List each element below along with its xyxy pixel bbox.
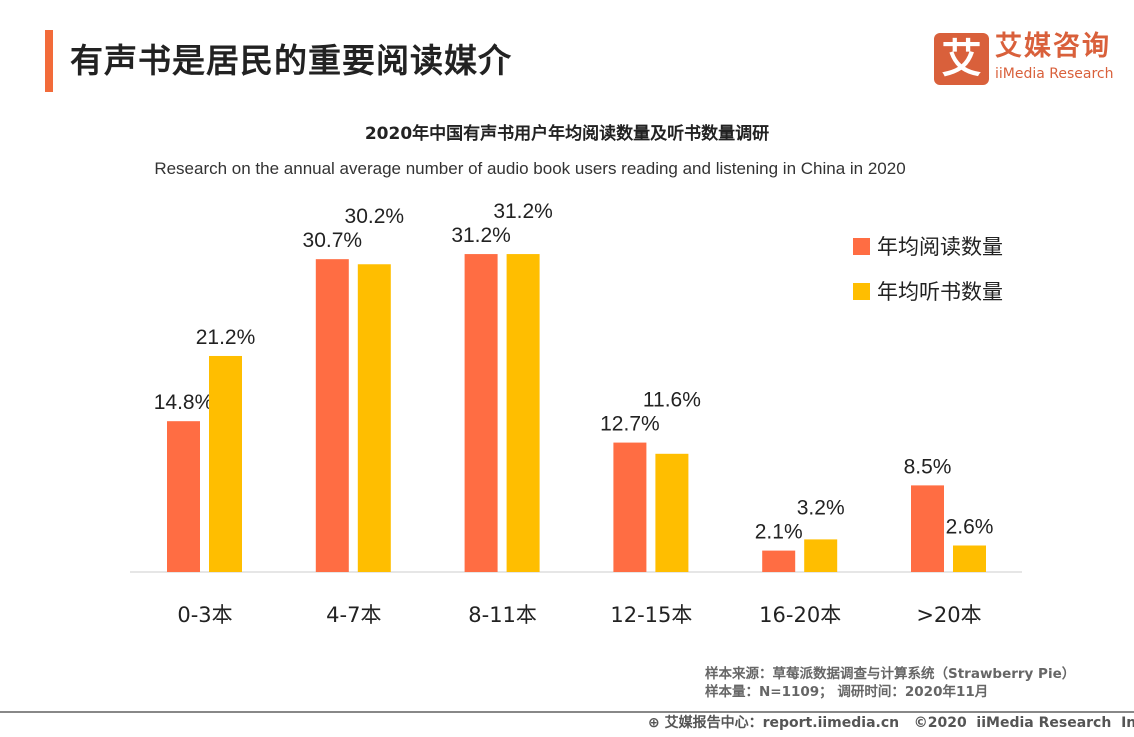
data-label: 2.6% xyxy=(946,516,994,539)
data-label: 2.1% xyxy=(755,521,803,544)
bar-reading xyxy=(762,550,796,572)
data-label: 3.2% xyxy=(797,497,845,520)
legend-label: 年均阅读数量 xyxy=(877,235,1003,259)
logo-text-en: iiMedia Research xyxy=(995,66,1114,82)
logo-text-cn: 艾媒咨询 xyxy=(995,31,1111,62)
footer: ⊕ 艾媒报告中心：report.iimedia.cn ©2020 iiMedia… xyxy=(648,715,1134,732)
data-label: 31.2% xyxy=(451,224,511,247)
bar-reading xyxy=(167,421,200,572)
bar-listening xyxy=(209,355,242,572)
legend-swatch xyxy=(853,238,870,255)
data-label: 11.6% xyxy=(643,389,701,412)
bar-listening xyxy=(655,453,689,572)
data-label: 30.7% xyxy=(303,229,363,252)
x-tick-label: >20本 xyxy=(916,603,981,627)
bar-reading xyxy=(315,259,349,572)
data-label: 21.2% xyxy=(196,326,256,349)
x-tick-label: 4-7本 xyxy=(326,603,381,627)
x-tick-label: 0-3本 xyxy=(177,603,232,627)
bar-listening xyxy=(804,539,838,572)
legend-swatch xyxy=(853,283,870,300)
footer-text: 艾媒报告中心：report.iimedia.cn ©2020 iiMedia R… xyxy=(664,715,1134,731)
bar-listening xyxy=(953,545,986,572)
footer-divider xyxy=(0,711,1134,713)
data-label: 31.2% xyxy=(493,200,553,223)
sample-note: 样本量：N=1109； 调研时间：2020年11月 xyxy=(705,684,989,700)
data-label: 30.2% xyxy=(345,205,405,228)
bar-listening xyxy=(506,254,540,572)
chart-subtitle: Research on the annual average number of… xyxy=(154,159,906,178)
data-label: 12.7% xyxy=(600,413,660,436)
source-note: 样本来源：草莓派数据调查与计算系统（Strawberry Pie） xyxy=(705,666,1076,682)
chart-title: 2020年中国有声书用户年均阅读数量及听书数量调研 xyxy=(364,124,770,144)
bar-listening xyxy=(357,264,391,572)
bar-reading xyxy=(911,485,944,572)
globe-icon: ⊕ xyxy=(648,715,665,731)
legend-label: 年均听书数量 xyxy=(877,280,1003,304)
data-label: 14.8% xyxy=(154,391,214,414)
title-accent-bar xyxy=(45,30,53,92)
page-title: 有声书是居民的重要阅读媒介 xyxy=(70,41,512,80)
bar-reading xyxy=(464,254,498,572)
x-tick-label: 8-11本 xyxy=(468,603,537,627)
data-label: 8.5% xyxy=(904,455,952,478)
logo-icon: 艾 xyxy=(934,33,989,85)
bar-reading xyxy=(613,442,647,572)
x-tick-label: 12-15本 xyxy=(610,603,692,627)
x-tick-label: 16-20本 xyxy=(759,603,841,627)
